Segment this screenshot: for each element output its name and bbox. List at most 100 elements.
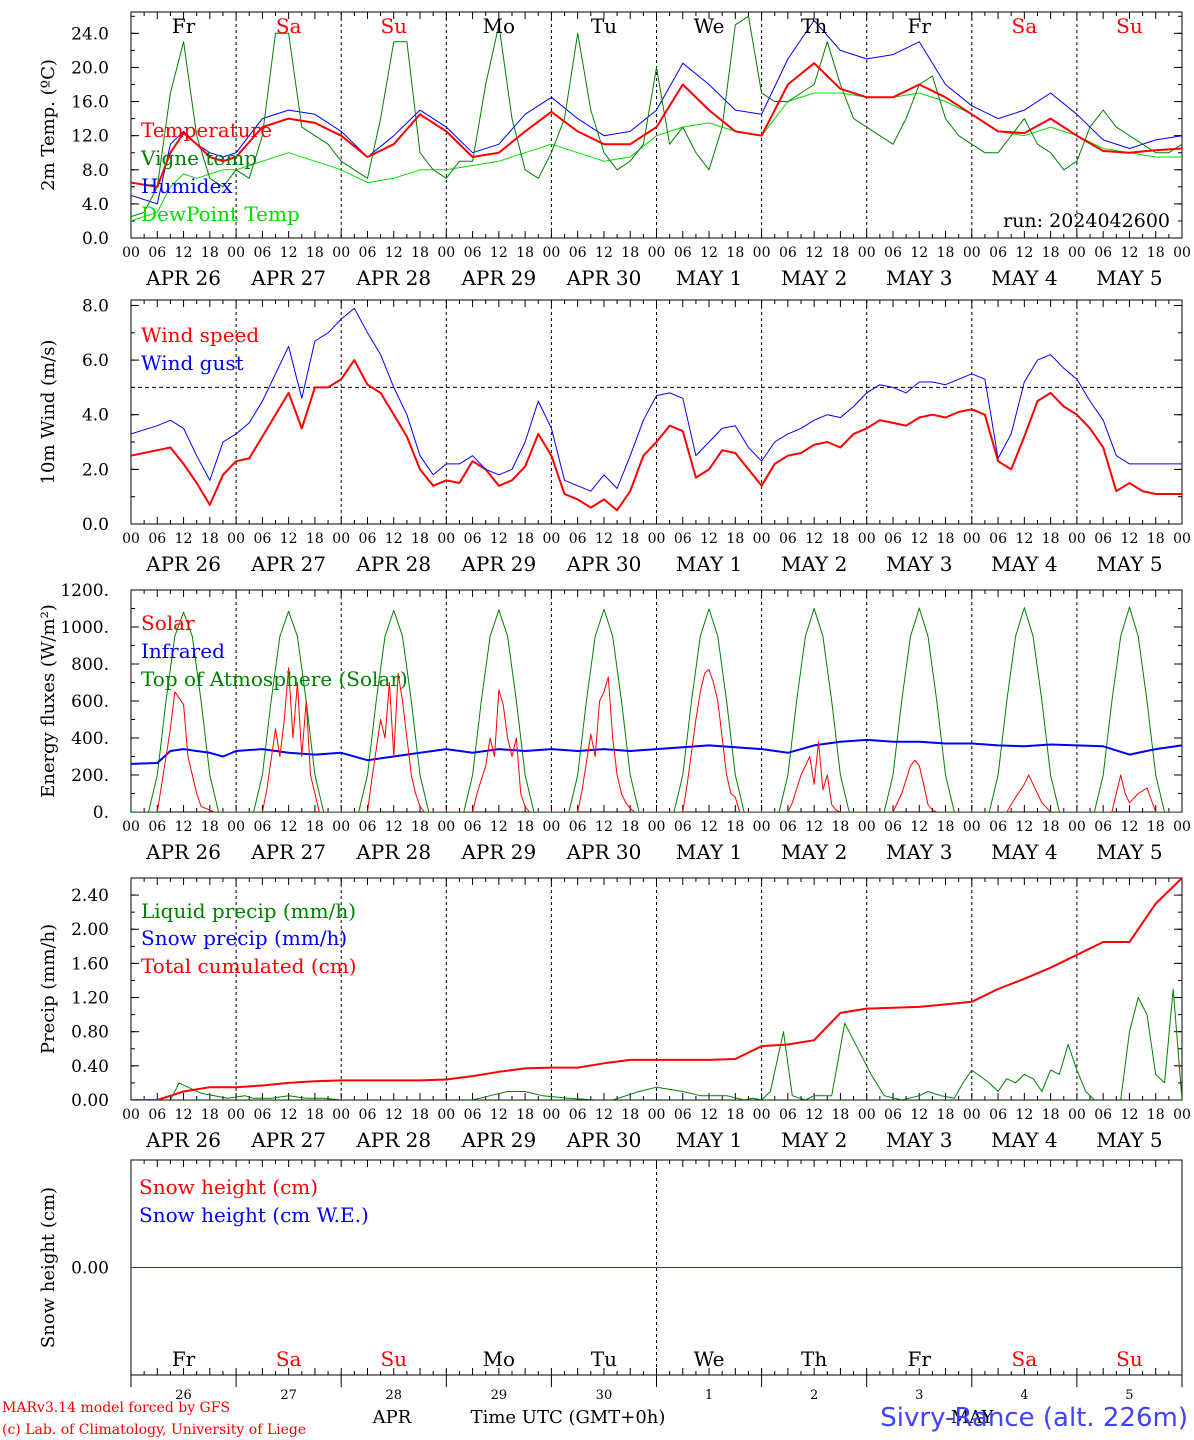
hour-tick-label: 00: [1068, 819, 1086, 835]
legend-entry: Snow height (cm): [139, 1175, 318, 1199]
hour-tick-label: 00: [858, 531, 876, 547]
hour-tick-label: 12: [490, 245, 508, 261]
hour-tick-label: 12: [805, 1107, 823, 1123]
weekday-label: Sa: [276, 1347, 302, 1371]
hour-tick-label: 12: [175, 245, 193, 261]
legend-entry: Top of Atmosphere (Solar): [141, 667, 408, 691]
hour-tick-label: 00: [332, 819, 350, 835]
hour-tick-label: 00: [542, 531, 560, 547]
weekday-label: Fr: [908, 14, 932, 38]
hour-tick-label: 18: [306, 245, 324, 261]
hour-tick-label: 12: [700, 531, 718, 547]
weekday-label: Mo: [483, 1347, 516, 1371]
hour-tick-label: 00: [648, 819, 666, 835]
hour-tick-label: 12: [175, 531, 193, 547]
hour-tick-label: 00: [437, 1107, 455, 1123]
hour-tick-label: 12: [1121, 1107, 1139, 1123]
date-label: MAY 1: [676, 266, 742, 290]
hour-tick-label: 00: [437, 819, 455, 835]
hour-tick-label: 00: [122, 1107, 140, 1123]
weekday-label: Sa: [1012, 1347, 1038, 1371]
hour-tick-label: 18: [1147, 531, 1165, 547]
hour-tick-label: 18: [832, 1107, 850, 1123]
series-line-top-of-atmosphere-solar-: [131, 606, 1182, 812]
hour-tick-label: 00: [437, 245, 455, 261]
plot-frame: [130, 299, 1183, 525]
hour-tick-label: 00: [1068, 531, 1086, 547]
y-tick-label: 4.0: [82, 406, 109, 426]
hour-tick-label: 18: [1147, 819, 1165, 835]
y-tick-label: 1000.: [60, 618, 109, 638]
date-label: MAY 5: [1096, 1128, 1162, 1152]
hour-tick-label: 06: [989, 819, 1007, 835]
series-line-humidex: [131, 20, 1182, 205]
date-label: APR 30: [566, 552, 642, 576]
y-tick-label: 0.80: [71, 1023, 109, 1043]
day-number-label: 5: [1125, 1388, 1133, 1403]
hour-tick-label: 00: [753, 1107, 771, 1123]
hour-tick-label: 06: [253, 531, 271, 547]
y-tick-label: 0.0: [82, 229, 109, 249]
y-tick-label: 6.0: [82, 351, 109, 371]
hour-tick-label: 00: [648, 1107, 666, 1123]
hour-tick-label: 00: [122, 531, 140, 547]
hour-tick-label: 00: [227, 245, 245, 261]
hour-tick-label: 12: [175, 819, 193, 835]
weekday-label: Su: [1116, 14, 1143, 38]
hour-tick-label: 00: [648, 245, 666, 261]
y-axis-title: Snow height (cm): [38, 1187, 59, 1348]
hour-tick-label: 06: [464, 531, 482, 547]
hour-tick-label: 00: [858, 819, 876, 835]
date-label: MAY 4: [991, 266, 1057, 290]
hour-tick-label: 00: [1173, 1107, 1191, 1123]
weekday-label: Fr: [908, 1347, 932, 1371]
hour-tick-label: 18: [621, 245, 639, 261]
hour-tick-label: 06: [884, 245, 902, 261]
hour-tick-label: 06: [779, 245, 797, 261]
hour-tick-label: 00: [1068, 245, 1086, 261]
hour-tick-label: 06: [1094, 245, 1112, 261]
hour-tick-label: 12: [910, 1107, 928, 1123]
hour-tick-label: 18: [201, 1107, 219, 1123]
hour-tick-label: 06: [1094, 531, 1112, 547]
date-label: APR 27: [250, 552, 326, 576]
hour-tick-label: 06: [148, 245, 166, 261]
hour-tick-label: 00: [963, 245, 981, 261]
hour-tick-label: 12: [595, 819, 613, 835]
legend-entry: Snow height (cm W.E.): [139, 1203, 369, 1227]
date-label: MAY 1: [676, 552, 742, 576]
date-label: MAY 4: [991, 552, 1057, 576]
hour-tick-label: 00: [963, 531, 981, 547]
hour-tick-label: 12: [490, 1107, 508, 1123]
hour-tick-label: 06: [148, 1107, 166, 1123]
hour-tick-label: 18: [201, 531, 219, 547]
hour-tick-label: 06: [1094, 1107, 1112, 1123]
hour-tick-label: 06: [674, 245, 692, 261]
y-axis-title: 2m Temp. (ºC): [38, 59, 59, 191]
date-label: MAY 3: [886, 840, 952, 864]
hour-tick-label: 06: [359, 245, 377, 261]
day-number-label: 1: [705, 1388, 713, 1403]
date-label: APR 28: [355, 840, 431, 864]
hour-tick-label: 12: [910, 531, 928, 547]
date-label: MAY 5: [1096, 266, 1162, 290]
lab-credit: (c) Lab. of Climatology, University of L…: [2, 1422, 306, 1438]
date-label: MAY 4: [991, 840, 1057, 864]
y-tick-label: 0.0: [82, 515, 109, 535]
weekday-label: Tu: [591, 14, 617, 38]
hour-tick-label: 06: [674, 1107, 692, 1123]
hour-tick-label: 00: [122, 245, 140, 261]
model-credit: MARv3.14 model forced by GFS: [2, 1400, 230, 1416]
hour-tick-label: 06: [884, 531, 902, 547]
hour-tick-label: 06: [989, 531, 1007, 547]
hour-tick-label: 06: [148, 819, 166, 835]
date-label: MAY 3: [886, 552, 952, 576]
date-label: MAY 3: [886, 1128, 952, 1152]
date-label: APR 30: [566, 1128, 642, 1152]
weekday-label: Th: [801, 1347, 827, 1371]
hour-tick-label: 00: [122, 819, 140, 835]
hour-tick-label: 06: [253, 819, 271, 835]
hour-tick-label: 00: [542, 1107, 560, 1123]
y-tick-label: 200.: [71, 766, 109, 786]
hour-tick-label: 00: [1068, 1107, 1086, 1123]
